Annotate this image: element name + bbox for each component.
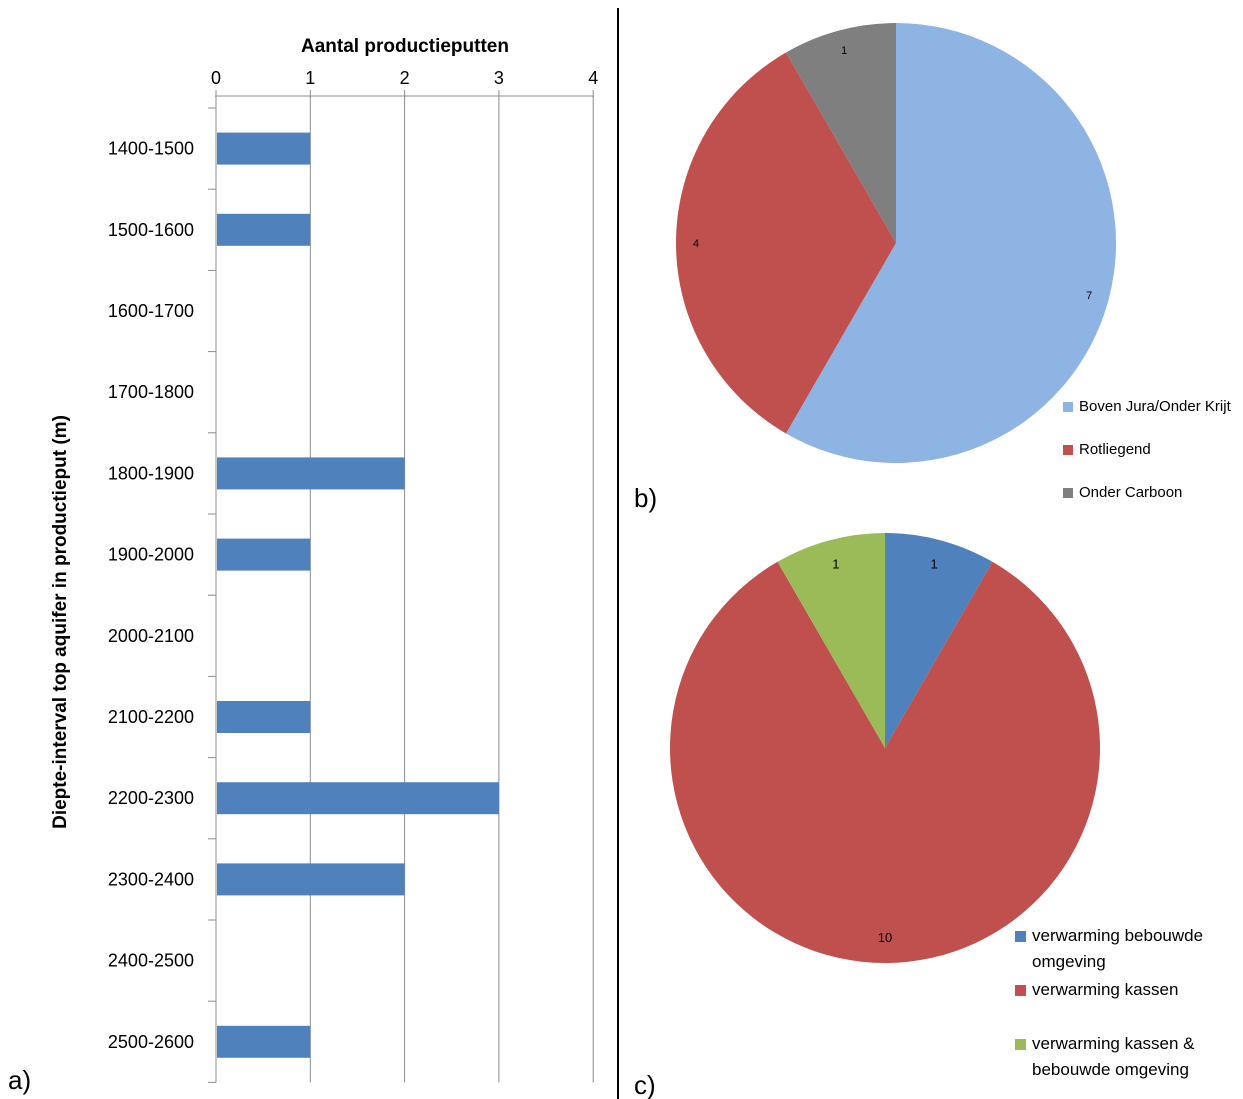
x-tick-label: 0 bbox=[211, 68, 221, 88]
bar bbox=[217, 863, 405, 896]
x-axis-title: Aantal productieputten bbox=[301, 36, 509, 57]
legend-swatch bbox=[1015, 931, 1026, 942]
slice-value-label: 4 bbox=[693, 238, 699, 250]
slice-value-label: 1 bbox=[931, 556, 938, 571]
slice-value-label: 7 bbox=[1086, 290, 1092, 302]
category-label: 2500-2600 bbox=[108, 1032, 194, 1052]
x-tick-label: 2 bbox=[400, 68, 410, 88]
pie-chart-formation: 7 4 1 Boven Jura/Onder Krijt Rotliegend Onder… bbox=[676, 23, 1232, 501]
bar-gridlines bbox=[309, 96, 594, 1083]
pie-slice bbox=[786, 23, 1116, 463]
bar bbox=[217, 1025, 311, 1058]
bar-tick-labels: 0 1 2 3 4 bbox=[211, 68, 598, 88]
legend-swatch bbox=[1015, 1039, 1026, 1050]
bar-chart: 0 1 2 3 4 1400-1500 1500-1600 1600-1700 1700-18… bbox=[50, 36, 598, 1083]
x-tick-label: 4 bbox=[588, 68, 598, 88]
pie-slice bbox=[777, 533, 885, 748]
legend-swatch bbox=[1063, 445, 1073, 455]
legend-label: omgeving bbox=[1032, 952, 1106, 971]
x-tick-label: 1 bbox=[305, 68, 315, 88]
pie-chart-application: 1 10 1 verwarming bebouwde omgeving verwarmin… bbox=[670, 533, 1203, 1079]
legend-label: verwarming kassen bbox=[1032, 980, 1178, 999]
category-label: 2000-2100 bbox=[108, 626, 194, 646]
legend-label: Boven Jura/Onder Krijt bbox=[1079, 398, 1232, 415]
bar bbox=[217, 132, 311, 165]
category-label: 1800-1900 bbox=[108, 463, 194, 483]
pie-slice bbox=[885, 533, 993, 748]
legend-label: bebouwde omgeving bbox=[1032, 1060, 1189, 1079]
legend-swatch bbox=[1063, 488, 1073, 498]
category-label: 2200-2300 bbox=[108, 788, 194, 808]
slice-value-label: 1 bbox=[841, 45, 847, 57]
bar-category-labels: 1400-1500 1500-1600 1600-1700 1700-1800 1800… bbox=[108, 139, 194, 1052]
category-label: 1900-2000 bbox=[108, 545, 194, 565]
category-label: 1500-1600 bbox=[108, 220, 194, 240]
category-label: 2400-2500 bbox=[108, 951, 194, 971]
bar-series bbox=[217, 132, 499, 1058]
slice-value-label: 10 bbox=[878, 930, 892, 945]
bar bbox=[217, 538, 311, 571]
bar bbox=[217, 701, 311, 733]
category-label: 1700-1800 bbox=[108, 382, 194, 402]
panel-label-c: c) bbox=[634, 1070, 656, 1099]
x-tick-label: 3 bbox=[494, 68, 504, 88]
legend-swatch bbox=[1063, 402, 1073, 412]
panel-label-b: b) bbox=[634, 483, 657, 513]
bar bbox=[217, 213, 311, 246]
legend-label: Onder Carboon bbox=[1079, 484, 1182, 501]
category-label: 1600-1700 bbox=[108, 301, 194, 321]
category-label: 1400-1500 bbox=[108, 139, 194, 159]
bar-axis bbox=[208, 90, 594, 1083]
legend-label: verwarming kassen & bbox=[1032, 1034, 1195, 1053]
y-axis-title: Diepte-interval top aquifer in productie… bbox=[50, 415, 71, 829]
pie-slice bbox=[786, 23, 896, 243]
category-label: 2300-2400 bbox=[108, 869, 194, 889]
legend-swatch bbox=[1015, 985, 1026, 996]
category-label: 2100-2200 bbox=[108, 707, 194, 727]
panel-label-a: a) bbox=[8, 1065, 31, 1095]
pie-slice bbox=[670, 561, 1100, 964]
pie-slice bbox=[676, 52, 896, 434]
bar bbox=[217, 457, 405, 490]
legend-label: verwarming bebouwde bbox=[1032, 926, 1203, 945]
bar bbox=[217, 782, 499, 815]
slice-value-label: 1 bbox=[832, 556, 839, 571]
legend-label: Rotliegend bbox=[1079, 441, 1151, 458]
